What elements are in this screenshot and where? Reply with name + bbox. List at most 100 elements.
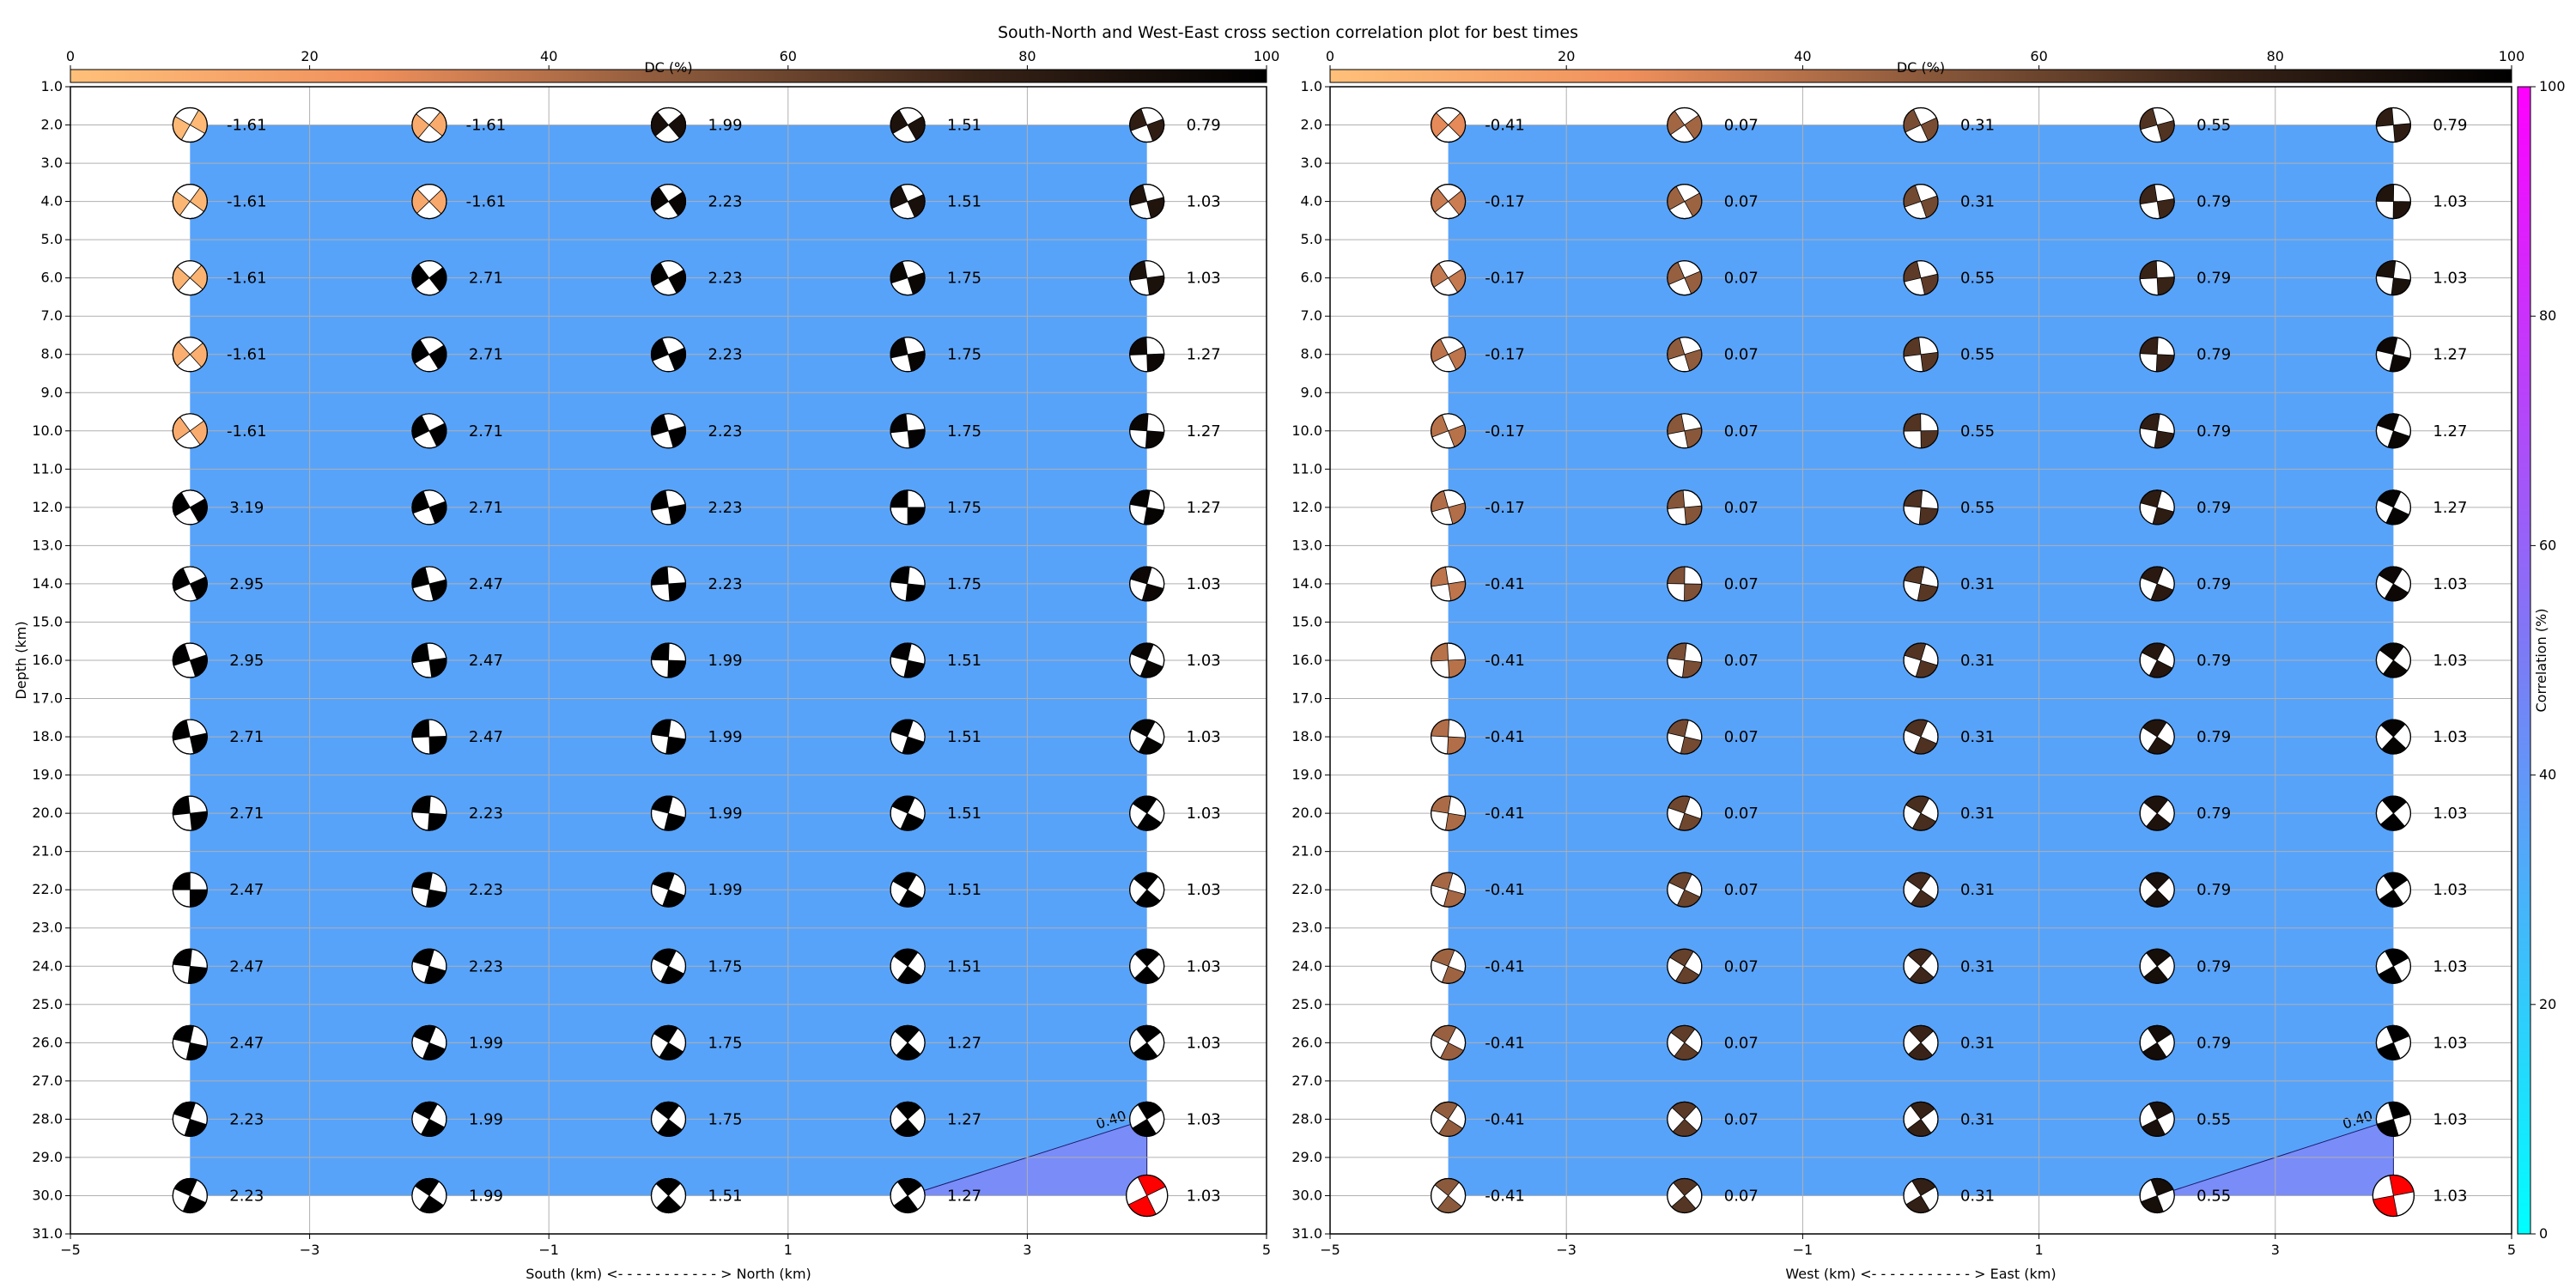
beachball (411, 795, 447, 831)
beachball (172, 795, 208, 831)
correlation-value: 0.79 (2196, 652, 2231, 670)
correlation-value: 1.75 (947, 422, 981, 440)
y-tick-label: 15.0 (1291, 613, 1322, 629)
beachball (650, 106, 687, 143)
y-tick-label: 5.0 (1301, 231, 1322, 247)
beachball (650, 719, 687, 755)
beachball (2375, 642, 2411, 678)
correlation-value: 0.79 (2433, 117, 2467, 135)
beachball (1667, 948, 1703, 984)
y-tick-label: 24.0 (32, 957, 63, 974)
correlation-value: -0.41 (1485, 117, 1525, 135)
beachball (2139, 872, 2175, 908)
beachball (1903, 184, 1939, 220)
y-tick-label: 8.0 (41, 346, 63, 362)
correlation-value: 1.99 (469, 1187, 503, 1205)
x-tick-label: −5 (60, 1242, 81, 1258)
y-tick-label: 31.0 (1291, 1225, 1322, 1242)
y-tick-label: 28.0 (32, 1110, 63, 1127)
corr-tick-label: 0 (2539, 1225, 2548, 1242)
correlation-value: 2.95 (229, 652, 264, 670)
beachball (1903, 642, 1939, 678)
correlation-value: 0.07 (1724, 193, 1759, 211)
beachball (2375, 719, 2411, 755)
beachball (1129, 260, 1165, 296)
correlation-value: 1.03 (1187, 1110, 1221, 1128)
y-tick-label: 2.0 (41, 117, 63, 133)
correlation-value: -0.17 (1485, 346, 1525, 364)
beachball (2139, 184, 2175, 220)
y-tick-label: 20.0 (32, 805, 63, 821)
correlation-value: 0.55 (2196, 1110, 2231, 1128)
correlation-value: 0.07 (1724, 422, 1759, 440)
y-tick-label: 16.0 (32, 652, 63, 668)
beachball (2375, 948, 2411, 984)
correlation-value: -1.61 (227, 270, 267, 288)
y-tick-label: 7.0 (1301, 307, 1322, 324)
beachball (2375, 1101, 2411, 1138)
correlation-value: 1.27 (1187, 346, 1221, 364)
beachball (172, 872, 208, 908)
dc-colorbar-gradient (1329, 69, 2512, 83)
x-tick-label: 5 (2507, 1242, 2516, 1258)
dc-colorbar: 0 20 40 60 80 100 DC (%) (66, 48, 1279, 83)
correlation-value: -1.61 (227, 346, 267, 364)
y-tick-label: 4.0 (41, 193, 63, 210)
correlation-colorbar: 0 20 40 60 80 100 Correlation (%) (2517, 78, 2566, 1242)
beachball (1667, 413, 1703, 449)
beachball (1129, 795, 1165, 831)
beachball (890, 795, 926, 831)
y-axis-label: Depth (km) (13, 621, 29, 699)
correlation-value: 1.99 (708, 805, 742, 823)
correlation-value: 2.23 (708, 346, 742, 364)
beachball (890, 948, 926, 984)
correlation-value: 2.47 (469, 728, 503, 746)
correlation-colorbar-label: Correlation (%) (2533, 609, 2549, 713)
correlation-value: 2.71 (469, 499, 503, 517)
beachball (1430, 566, 1467, 602)
correlation-value: -1.61 (227, 117, 267, 135)
correlation-value: -0.17 (1485, 422, 1525, 440)
correlation-value: 2.47 (229, 1034, 264, 1052)
beachball (1667, 1101, 1703, 1138)
beachball (1129, 413, 1165, 449)
beachball (2139, 337, 2175, 373)
correlation-value: 1.99 (469, 1110, 503, 1128)
correlation-value: 2.23 (469, 957, 503, 975)
beachball (411, 1101, 447, 1138)
correlation-value: 2.47 (229, 957, 264, 975)
corr-tick-label: 80 (2539, 307, 2556, 324)
correlation-value: 1.51 (708, 1187, 742, 1205)
corr-tick-label: 100 (2539, 78, 2566, 94)
beachball (172, 489, 208, 526)
corr-tick-label: 40 (2539, 767, 2556, 783)
correlation-value: 0.31 (1960, 881, 1995, 899)
y-tick-label: 26.0 (1291, 1034, 1322, 1050)
beachball (1903, 1024, 1939, 1060)
beachball (1903, 260, 1939, 296)
panels: 0.401.02.03.04.05.06.07.08.09.010.011.01… (13, 48, 2566, 1282)
x-tick-label: 5 (1262, 1242, 1271, 1258)
correlation-value: 1.75 (708, 1110, 742, 1128)
beachball (890, 106, 926, 143)
correlation-value: 0.79 (2196, 270, 2231, 288)
y-tick-label: 2.0 (1301, 117, 1322, 133)
correlation-value: 0.07 (1724, 1187, 1759, 1205)
y-tick-label: 5.0 (41, 231, 63, 247)
beachball (650, 1024, 687, 1060)
correlation-value: 2.23 (469, 881, 503, 899)
correlation-value: 1.03 (1187, 1034, 1221, 1052)
correlation-value: -0.41 (1485, 1187, 1525, 1205)
beachball (650, 795, 687, 831)
y-tick-label: 8.0 (1301, 346, 1322, 362)
beachball (1667, 719, 1703, 755)
beachball (411, 260, 447, 296)
beachball (1430, 948, 1467, 984)
beachball (1430, 795, 1467, 831)
beachball (1430, 106, 1467, 143)
correlation-value: 1.27 (2433, 499, 2467, 517)
beachball (1129, 719, 1165, 755)
correlation-value: -0.41 (1485, 652, 1525, 670)
y-tick-label: 28.0 (1291, 1110, 1322, 1127)
